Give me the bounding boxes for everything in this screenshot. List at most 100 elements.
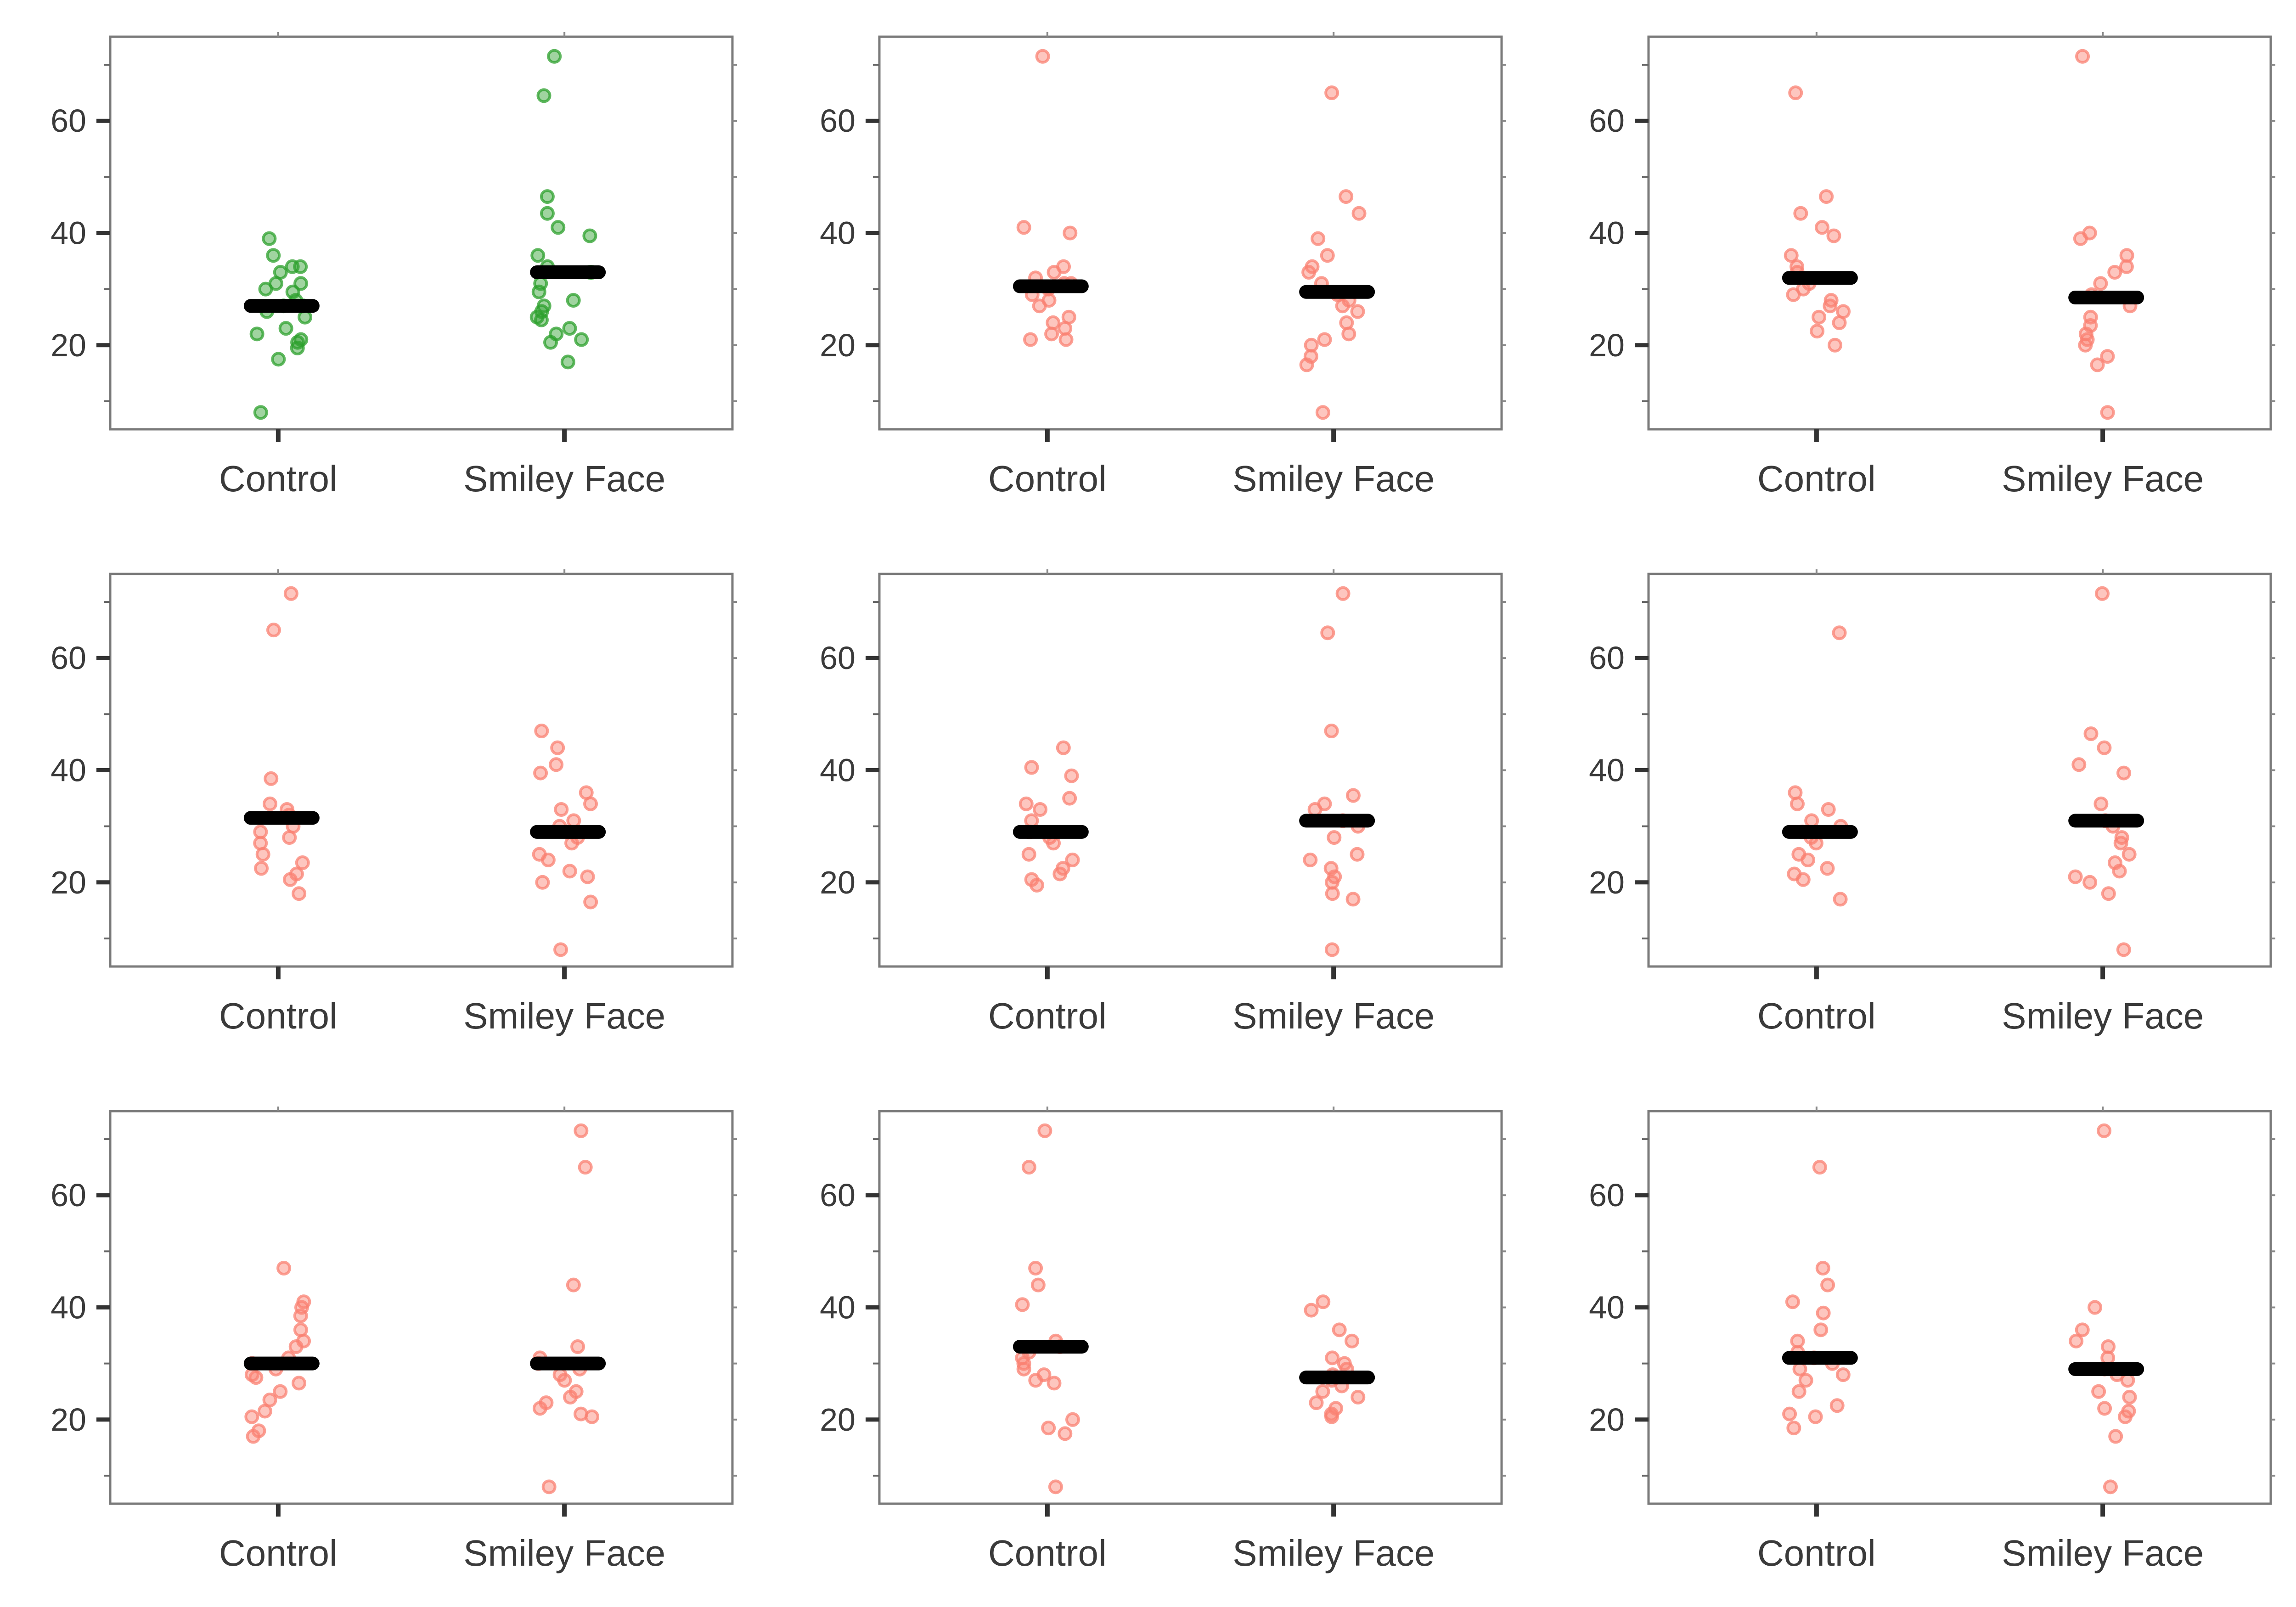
x-tick-label: Control (219, 458, 338, 499)
data-point (264, 771, 279, 786)
axes-frame (878, 1110, 1503, 1505)
data-point (534, 724, 549, 738)
data-point (1304, 337, 1319, 353)
data-point (1062, 791, 1077, 806)
data-point (276, 1261, 292, 1275)
data-point (1819, 189, 1834, 204)
y-tick-label: 40 (820, 1290, 855, 1326)
data-point (292, 1376, 307, 1391)
x-tick-label: Control (219, 1533, 338, 1573)
x-tick-label: Control (988, 458, 1107, 499)
data-point (1056, 259, 1071, 274)
data-point (293, 1322, 308, 1337)
data-point (2119, 248, 2134, 263)
data-point (262, 796, 277, 811)
data-point (1821, 802, 1836, 817)
data-point (554, 802, 569, 817)
data-point (2100, 405, 2115, 420)
y-tick-label: 60 (51, 1177, 86, 1213)
data-point (273, 265, 288, 280)
data-point (1047, 1376, 1062, 1391)
data-point (1024, 760, 1039, 775)
data-point (2093, 796, 2109, 811)
panel-1: 20 40 60 Control Smiley Face (51, 32, 737, 499)
data-point (547, 49, 562, 64)
data-point (1317, 332, 1332, 347)
data-point (1820, 1277, 1835, 1292)
data-point (1820, 861, 1835, 876)
data-point (2097, 1401, 2112, 1416)
data-point (1305, 259, 1320, 274)
data-point (1016, 220, 1031, 235)
data-point (283, 586, 298, 601)
data-point (536, 298, 551, 314)
data-point (1828, 337, 1843, 353)
data-point (532, 847, 547, 862)
data-point (535, 875, 550, 890)
data-point (1345, 1333, 1360, 1349)
data-point (1332, 1322, 1347, 1337)
axes-frame (1647, 1110, 2272, 1505)
panel-8: 20 40 60 Control Smiley Face (820, 1107, 1506, 1573)
data-point (1023, 332, 1038, 347)
x-tick-label: Control (988, 1533, 1107, 1573)
data-point (253, 405, 268, 420)
data-point (1036, 1367, 1052, 1382)
data-point (1350, 847, 1365, 862)
data-point (1351, 1389, 1366, 1405)
data-point (2088, 1300, 2103, 1315)
data-point (1810, 324, 1825, 339)
y-tick-label: 20 (820, 865, 855, 900)
data-point (1826, 228, 1841, 243)
panel-3: 20 40 60 Control Smiley Face (1589, 32, 2275, 499)
data-point (551, 220, 566, 235)
data-point (540, 206, 555, 221)
data-point (1790, 1333, 1805, 1349)
data-point (1317, 796, 1332, 811)
data-point (1037, 1123, 1052, 1138)
data-point (539, 1395, 554, 1410)
data-point (285, 284, 300, 299)
data-point (1345, 788, 1361, 803)
y-tick-label: 40 (820, 215, 855, 251)
data-point (1812, 309, 1827, 325)
data-point (1033, 802, 1048, 817)
data-point (1813, 1322, 1829, 1337)
data-point (1787, 866, 1802, 882)
data-point (1015, 1297, 1030, 1312)
y-tick-label: 40 (1589, 215, 1625, 251)
data-point (570, 1339, 585, 1354)
data-point (244, 1409, 259, 1424)
data-point (1815, 1261, 1830, 1275)
data-point (2082, 225, 2097, 241)
x-tick-label: Smiley Face (2002, 1533, 2204, 1573)
data-point (1324, 942, 1339, 957)
data-point (1056, 740, 1071, 755)
axes-frame (878, 35, 1503, 431)
data-point (1337, 1356, 1352, 1371)
panel-4: 20 40 60 Control Smiley Face (51, 569, 737, 1036)
y-tick-label: 20 (1589, 865, 1625, 900)
data-point (1024, 813, 1039, 828)
data-point (1061, 309, 1076, 325)
data-point (1804, 813, 1819, 828)
data-point (1815, 220, 1830, 235)
data-point (2116, 942, 2131, 957)
data-point (530, 248, 546, 263)
data-point (1816, 1305, 1831, 1320)
data-point (1791, 847, 1806, 862)
data-point (1316, 1294, 1331, 1309)
data-point (2122, 1389, 2137, 1405)
data-point (579, 785, 594, 800)
data-point (1792, 1361, 1807, 1377)
data-point (582, 228, 597, 243)
data-point (2091, 1384, 2106, 1399)
y-tick-label: 60 (820, 103, 855, 139)
axes-frame (1647, 573, 2272, 968)
data-point (2107, 265, 2122, 280)
data-point (253, 824, 268, 839)
data-point (2116, 765, 2131, 781)
y-tick-label: 40 (51, 753, 86, 788)
data-point (1021, 1160, 1036, 1175)
data-point (2095, 586, 2110, 601)
